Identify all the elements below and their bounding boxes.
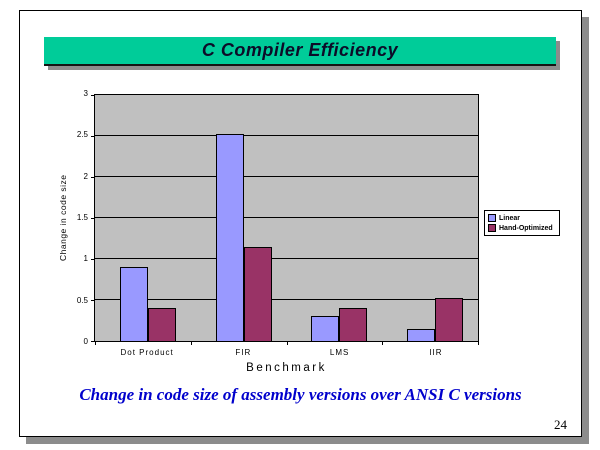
y-tick-label: 2.5 — [76, 130, 88, 140]
x-axis-category-labels: Dot Product FIR LMS IIR — [94, 348, 479, 360]
x-tick-mark — [95, 341, 96, 345]
y-tick-label: 0.5 — [76, 295, 88, 305]
slide-title: C Compiler Efficiency — [201, 40, 399, 60]
plot-area — [91, 94, 479, 345]
bar-linear-dot-product — [119, 267, 148, 341]
slide: C Compiler Efficiency Change in code siz… — [19, 10, 582, 437]
y-tick-label: 1 — [83, 254, 88, 264]
legend-label: Linear — [499, 214, 521, 222]
x-tick-mark — [286, 341, 288, 345]
category-label-fir: FIR — [235, 348, 252, 357]
slide-caption: Change in code size of assembly versions… — [79, 385, 522, 404]
y-tick-mark — [91, 95, 95, 96]
legend-label: Hand-Optimized — [499, 224, 553, 232]
legend-swatch-icon — [488, 224, 496, 232]
x-axis-title: Benchmark — [246, 362, 327, 374]
x-tick-mark — [478, 341, 479, 345]
y-tick-mark — [91, 300, 95, 302]
bar-group-dot-product — [95, 95, 191, 341]
category-label-dot-product: Dot Product — [120, 348, 174, 357]
page-number: 24 — [554, 417, 567, 432]
bar-linear-fir — [215, 134, 244, 341]
y-tick-mark — [91, 177, 95, 179]
legend-item-hand-optimized: Hand-Optimized — [488, 224, 556, 232]
y-axis-tick-labels: 0 0.5 1 1.5 2 2.5 3 — [66, 90, 90, 346]
bar-group-fir — [191, 95, 287, 341]
legend-item-linear: Linear — [488, 214, 556, 222]
bar-linear-lms — [311, 316, 340, 341]
gridline — [95, 135, 478, 136]
gridline — [95, 217, 478, 218]
chart-legend: Linear Hand-Optimized — [484, 210, 560, 236]
category-label-iir: IIR — [429, 348, 443, 357]
gridline — [95, 94, 478, 95]
category-label-lms: LMS — [329, 348, 350, 357]
bar-row — [95, 95, 478, 341]
y-tick-label: 1.5 — [76, 213, 88, 222]
bar-group-iir — [382, 95, 478, 341]
title-bar: C Compiler Efficiency — [44, 37, 556, 66]
y-tick-label: 2 — [83, 171, 88, 181]
bar-hand-optimized-fir — [243, 246, 272, 341]
bar-hand-optimized-iir — [435, 298, 464, 341]
y-tick-label: 3 — [83, 89, 88, 98]
y-tick-mark — [91, 218, 95, 219]
gridline — [95, 299, 478, 300]
bar-hand-optimized-dot-product — [147, 308, 176, 341]
y-tick-mark — [91, 136, 95, 137]
gridline — [95, 176, 478, 177]
x-tick-mark — [382, 341, 384, 345]
y-tick-mark — [91, 341, 95, 342]
bar-linear-iir — [407, 328, 436, 341]
bar-group-lms — [287, 95, 383, 341]
x-tick-mark — [190, 341, 192, 345]
bar-hand-optimized-lms — [339, 308, 368, 341]
y-tick-mark — [91, 259, 95, 261]
legend-swatch-icon — [488, 214, 496, 222]
y-tick-label: 0 — [83, 337, 88, 346]
gridline — [95, 258, 478, 259]
